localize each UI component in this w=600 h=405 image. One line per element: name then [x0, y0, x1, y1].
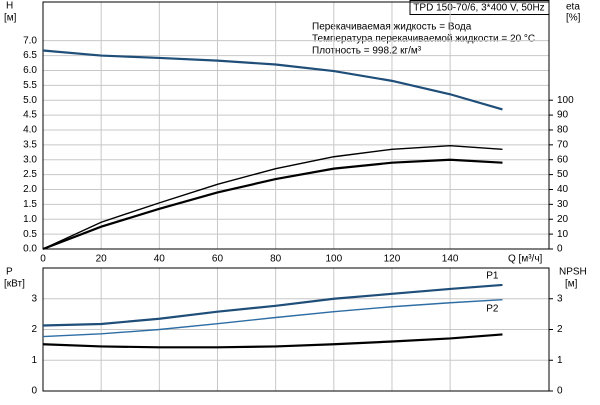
y-axis-unit: [кВт] — [4, 279, 25, 290]
x-tick-label: 40 — [154, 254, 166, 265]
y2-tick-label: 1 — [557, 355, 563, 366]
x-tick-label: 60 — [212, 254, 224, 265]
y-tick-label: 0.5 — [23, 229, 37, 240]
y2-axis-label: NPSH — [559, 267, 587, 278]
y2-tick-label: 10 — [557, 229, 569, 240]
series-label: P2 — [486, 303, 499, 314]
y2-tick-label: 3 — [557, 293, 563, 304]
y2-axis-unit: [%] — [566, 13, 581, 24]
x-tick-label: 0 — [40, 254, 46, 265]
y-tick-label: 1.5 — [23, 199, 37, 210]
series-line — [42, 145, 503, 250]
plot-frame — [42, 267, 550, 392]
y2-tick-label: 60 — [557, 154, 569, 165]
y2-axis-unit: [м] — [565, 279, 578, 290]
series-line — [42, 49, 503, 111]
x-tick-label: 120 — [384, 254, 401, 265]
x-tick-label: 20 — [96, 254, 108, 265]
series-line — [42, 298, 503, 338]
y2-tick-label: 70 — [557, 139, 569, 150]
series-line — [42, 283, 503, 327]
y2-tick-label: 90 — [557, 110, 569, 121]
x-axis-label: Q [м³/ч] — [508, 254, 543, 265]
annotation: Температура перекачиваемой жидкости = 20… — [312, 34, 535, 45]
y-axis-label: H — [6, 1, 13, 12]
x-tick-label: 100 — [325, 254, 342, 265]
series-label: P1 — [486, 271, 499, 282]
y2-tick-label: 50 — [557, 169, 569, 180]
y-tick-label: 3 — [31, 293, 37, 304]
y-tick-label: 0 — [31, 386, 37, 397]
y2-axis-label: eta — [566, 2, 580, 13]
y-tick-label: 6.5 — [23, 50, 37, 61]
y2-tick-label: 30 — [557, 199, 569, 210]
y-tick-label: 4.5 — [23, 110, 37, 121]
y-axis-unit: [м] — [4, 13, 17, 24]
y-tick-label: 2.5 — [23, 169, 37, 180]
annotation: Плотность = 998.2 кг/м³ — [312, 46, 422, 57]
y-tick-label: 6.0 — [23, 65, 37, 76]
y-tick-label: 1.0 — [23, 214, 37, 225]
y-axis-label: P — [6, 267, 13, 278]
y2-tick-label: 80 — [557, 125, 569, 136]
y2-tick-label: 0 — [557, 244, 563, 255]
y-tick-label: 2.0 — [23, 184, 37, 195]
y-tick-label: 1 — [31, 355, 37, 366]
series-line — [42, 158, 503, 251]
y2-tick-label: 2 — [557, 324, 563, 335]
y-tick-label: 5.5 — [23, 80, 37, 91]
y-tick-label: 5.0 — [23, 95, 37, 106]
y-tick-label: 2 — [31, 324, 37, 335]
y-tick-label: 4.0 — [23, 125, 37, 136]
series-line — [42, 333, 503, 349]
chart-title: TPD 150-70/6, 3*400 V, 50Hz — [413, 3, 544, 14]
y-tick-label: 3.0 — [23, 154, 37, 165]
y2-tick-label: 40 — [557, 184, 569, 195]
y-tick-label: 7.0 — [23, 35, 37, 46]
y2-tick-label: 20 — [557, 214, 569, 225]
x-tick-label: 140 — [442, 254, 459, 265]
y-tick-label: 0.0 — [23, 244, 37, 255]
y-tick-label: 3.5 — [23, 139, 37, 150]
y2-tick-label: 100 — [557, 95, 574, 106]
x-tick-label: 80 — [270, 254, 282, 265]
plot-frame — [42, 1, 550, 250]
y2-tick-label: 0 — [557, 386, 563, 397]
